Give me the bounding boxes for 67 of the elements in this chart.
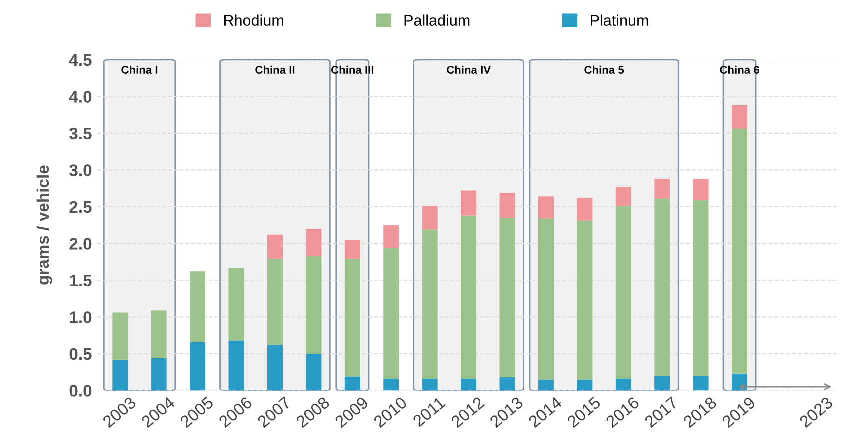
bar bbox=[306, 354, 322, 391]
bar bbox=[654, 179, 670, 199]
bar bbox=[422, 206, 438, 230]
bar bbox=[268, 259, 283, 346]
bar bbox=[306, 229, 322, 256]
bar bbox=[693, 376, 709, 391]
bar bbox=[500, 377, 516, 391]
band-label: China III bbox=[332, 66, 374, 74]
bar bbox=[151, 310, 167, 358]
bar bbox=[577, 198, 593, 221]
bar bbox=[384, 378, 400, 391]
bar bbox=[616, 187, 632, 206]
bar bbox=[577, 380, 593, 391]
bar bbox=[732, 129, 748, 374]
bar bbox=[538, 218, 554, 380]
bar bbox=[344, 259, 360, 377]
bar bbox=[732, 374, 748, 391]
bar bbox=[344, 376, 360, 391]
band-label: China IV bbox=[447, 66, 491, 74]
bar bbox=[538, 380, 554, 391]
bar bbox=[577, 220, 593, 380]
bar bbox=[112, 312, 128, 360]
bar bbox=[268, 234, 283, 260]
y-tick-label: 0.0 bbox=[70, 385, 92, 397]
bar bbox=[693, 179, 709, 200]
y-tick-label: 1.0 bbox=[70, 312, 92, 324]
bar bbox=[306, 256, 322, 354]
bar bbox=[422, 378, 438, 391]
legend-label: Platinum bbox=[591, 14, 648, 26]
bar bbox=[344, 240, 360, 260]
bar bbox=[384, 225, 400, 248]
bar bbox=[654, 198, 670, 376]
bar bbox=[228, 340, 244, 391]
y-axis-title: grams / vehicle bbox=[36, 166, 52, 285]
bar bbox=[732, 106, 748, 130]
y-tick-label: 2.5 bbox=[70, 201, 92, 214]
bar bbox=[654, 376, 670, 391]
y-tick-label: 2.0 bbox=[70, 238, 92, 250]
bar bbox=[500, 218, 516, 378]
bar bbox=[616, 378, 632, 391]
bar bbox=[112, 360, 128, 391]
bar bbox=[228, 268, 244, 341]
band-label: China 6 bbox=[720, 66, 760, 74]
bar bbox=[384, 248, 400, 379]
bar bbox=[538, 196, 554, 219]
bar bbox=[461, 216, 477, 379]
y-tick-label: 4.0 bbox=[69, 91, 92, 103]
bar bbox=[422, 230, 438, 379]
legend-label: Rhodium bbox=[224, 14, 284, 26]
bar bbox=[190, 342, 206, 391]
bar bbox=[151, 358, 167, 391]
y-tick-label: 3.5 bbox=[70, 128, 92, 140]
band-label: China 5 bbox=[584, 66, 624, 74]
band-label: China I bbox=[122, 66, 158, 74]
bar bbox=[616, 206, 632, 379]
y-tick-label: 1.5 bbox=[70, 275, 92, 287]
bar bbox=[500, 192, 516, 218]
y-tick-label: 4.5 bbox=[69, 54, 92, 66]
bar bbox=[693, 200, 709, 376]
legend-label: Palladium bbox=[404, 14, 470, 26]
bar bbox=[461, 378, 477, 391]
bar bbox=[268, 345, 283, 391]
y-tick-label: 0.5 bbox=[70, 348, 92, 360]
bar bbox=[190, 272, 206, 342]
y-tick-label: 3.0 bbox=[70, 164, 92, 176]
bar bbox=[461, 190, 477, 216]
band-label: China II bbox=[256, 66, 295, 74]
